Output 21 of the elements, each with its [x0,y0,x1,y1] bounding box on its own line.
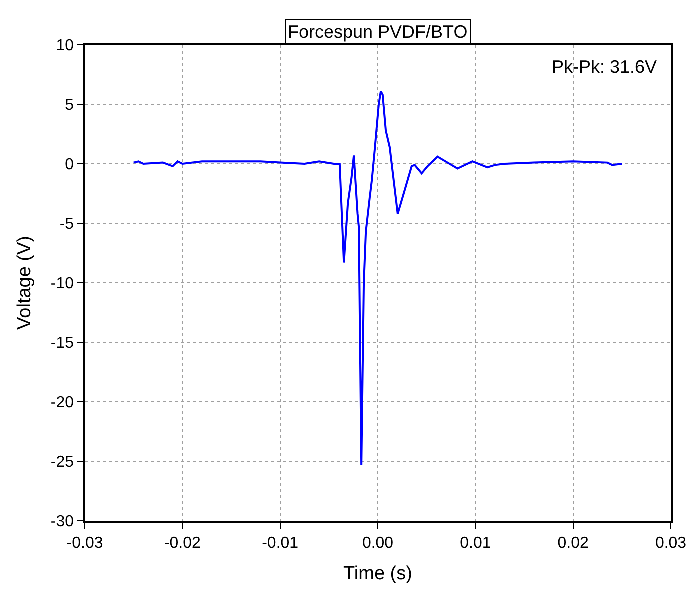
x-tick-label: 0.00 [362,534,394,552]
y-tick-label: -20 [50,394,74,412]
line-series [132,90,624,466]
y-axis-title: Voltage (V) [14,236,36,330]
y-tick-label: -15 [50,335,74,352]
x-tick-label: -0.02 [164,534,202,552]
y-tick-label: 10 [56,38,74,55]
x-axis-title: Time (s) [344,563,412,584]
x-tick-label: 0.01 [460,534,492,552]
annotation: Pk-Pk: 31.6V [552,57,658,77]
x-tick-label: 0.03 [655,534,687,552]
y-tick-label: -30 [50,514,74,531]
y-tick-label: 0 [65,156,74,174]
x-tick-label: 0.02 [558,534,589,552]
x-tick-label: -0.01 [262,534,299,552]
x-tick-label: -0.03 [66,534,104,552]
y-tick-label: -5 [60,216,74,234]
chart-title: Forcespun PVDF/BTO [288,22,468,42]
y-tick-label: -10 [50,276,74,293]
y-tick-label: -25 [50,454,74,472]
y-tick-label: 5 [65,97,74,114]
